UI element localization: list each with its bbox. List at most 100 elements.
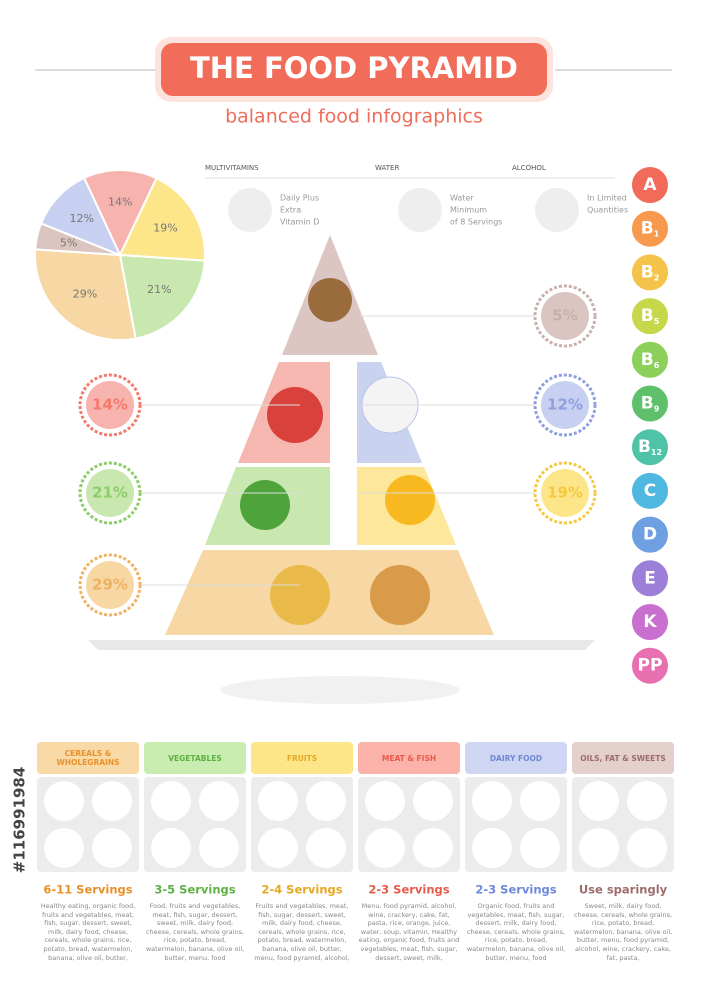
food-slot	[151, 828, 191, 868]
vitamin-letter: B6	[641, 350, 660, 370]
food-icon	[385, 475, 435, 525]
tier-percent: 12%	[547, 396, 583, 414]
group-header	[37, 742, 139, 774]
pie-label: 29%	[73, 287, 97, 300]
description-box: Healthy eating, organic food, fruits and…	[40, 902, 136, 962]
food-icon	[370, 565, 430, 625]
description: Sweet, milk, dairy food, cheese, cereals…	[573, 902, 673, 962]
vitamin-badge	[630, 165, 670, 205]
vitamin-letter: B12	[638, 437, 662, 457]
vitamin-letter: D	[643, 525, 657, 545]
food-slot	[472, 781, 512, 821]
pie-slice	[39, 176, 122, 257]
vitamin-badge	[630, 514, 670, 555]
food-slot	[306, 828, 346, 868]
vitamin-letter: K	[643, 612, 657, 632]
vitamin-badge	[630, 383, 670, 424]
food-icon	[267, 387, 323, 443]
food-slot	[44, 828, 84, 868]
food-slot	[627, 828, 667, 868]
food-slot	[579, 828, 619, 868]
servings: Use sparingly	[579, 883, 668, 897]
group-name: OILS, FAT & SWEETS	[580, 753, 666, 763]
vitamin-sub: 12	[651, 448, 662, 457]
vitamin-badge	[630, 602, 670, 642]
food-icon	[308, 278, 352, 322]
vitamin-badge	[630, 558, 670, 599]
vitamin-letter: B	[638, 437, 651, 457]
pie-label: 12%	[69, 212, 93, 225]
food-slot	[520, 781, 560, 821]
vitamin-letter: C	[644, 481, 656, 501]
description: Healthy eating, organic food, fruits and…	[40, 902, 136, 962]
group-name: DAIRY FOOD	[489, 753, 543, 763]
vitamin-badge	[630, 470, 670, 511]
servings: 3-5 Servings	[154, 883, 235, 897]
food-slot	[306, 781, 346, 821]
tier-percent: 14%	[92, 396, 128, 414]
group-header	[251, 742, 353, 774]
extra-line: of 8 Servings	[450, 218, 502, 227]
pie-slice	[118, 253, 206, 340]
description: Menu, food pyramid, alcohol, wine, crack…	[358, 902, 460, 962]
food-slot	[520, 828, 560, 868]
vitamin-letter: B	[641, 262, 654, 282]
servings: 2-4 Servings	[261, 883, 342, 897]
description-box: Food, fruits and vegetables, meat, fish,…	[145, 902, 245, 962]
vitamin-letter: B1	[641, 219, 660, 239]
food-slot	[44, 781, 84, 821]
vitamin-letter: B	[641, 394, 654, 414]
tier-percent: 19%	[547, 484, 583, 502]
pie-label: 5%	[60, 236, 77, 249]
extra-line: Vitamin D	[280, 218, 319, 227]
description-box: Organic food, fruits and vegetables, mea…	[466, 902, 566, 962]
description-box: Fruits and vegetables, meat, fish, sugar…	[254, 902, 349, 962]
tier-percent: 5%	[552, 307, 577, 325]
title: THE FOOD PYRAMID	[190, 51, 518, 85]
food-slot	[199, 828, 239, 868]
group-header	[358, 742, 460, 774]
extra-title: WATER	[375, 164, 399, 172]
vitamin-badge	[630, 645, 670, 686]
extra-icon	[398, 188, 442, 232]
vitamin-letter: E	[644, 568, 656, 588]
vitamin-letter: C	[644, 481, 656, 501]
vitamin-letter: B9	[641, 394, 660, 414]
extra-icon	[535, 188, 579, 232]
group-name-box: DAIRY FOOD	[489, 753, 543, 763]
vitamin-sub: 6	[654, 360, 660, 369]
vitamin-letter: A	[643, 175, 657, 195]
group-header	[144, 742, 246, 774]
subtitle: balanced food infographics	[225, 106, 483, 128]
badge-inner	[86, 381, 134, 429]
description-box: Menu, food pyramid, alcohol, wine, crack…	[358, 902, 460, 962]
vitamin-badge	[630, 427, 670, 468]
food-slot	[365, 828, 405, 868]
stock-id: #116991984	[11, 767, 29, 874]
group-name: FRUITS	[286, 753, 318, 763]
vitamin-badge	[630, 208, 670, 249]
group-header	[465, 742, 567, 774]
vitamin-sub: 9	[654, 404, 660, 413]
extra-line: Minimum	[450, 206, 487, 215]
badge-inner	[86, 561, 134, 609]
vitamin-badge	[630, 339, 670, 380]
extra-title: MULTIVITAMINS	[205, 164, 259, 172]
extra-line: Quantities	[587, 206, 628, 215]
pie-label: 14%	[108, 195, 132, 208]
pie-label: 21%	[147, 283, 171, 296]
vitamin-badge	[630, 296, 670, 337]
food-slot	[151, 781, 191, 821]
description: Food, fruits and vegetables, meat, fish,…	[145, 902, 245, 962]
description: Organic food, fruits and vegetables, mea…	[466, 902, 566, 962]
food-slot	[258, 828, 298, 868]
group-name: MEAT & FISH	[381, 753, 437, 763]
badge-inner	[86, 469, 134, 517]
group-name-box: OILS, FAT & SWEETS	[580, 753, 666, 763]
extra-title: ALCOHOL	[512, 164, 546, 172]
servings: 2-3 Servings	[475, 883, 556, 897]
tier-percent: 21%	[92, 484, 128, 502]
vitamin-sub: 1	[654, 229, 660, 238]
vitamin-letter: B	[641, 306, 654, 326]
